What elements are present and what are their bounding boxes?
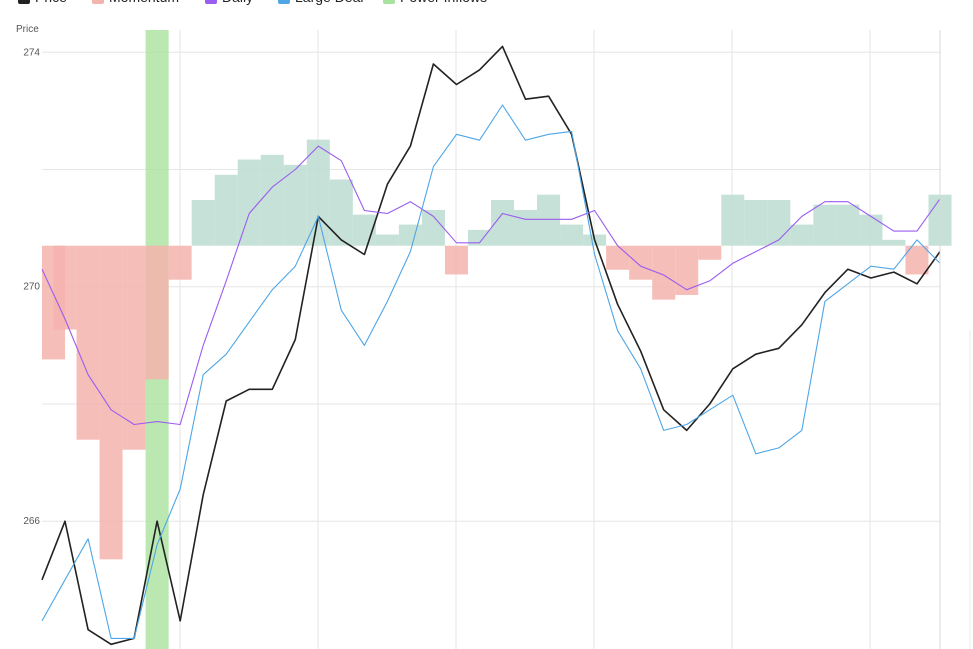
momentum-bar bbox=[145, 245, 169, 380]
momentum-bar bbox=[375, 234, 399, 246]
momentum-bar bbox=[514, 209, 538, 246]
momentum-bar bbox=[652, 245, 676, 300]
marks bbox=[41, 30, 952, 649]
momentum-bar bbox=[882, 239, 906, 246]
momentum-bar bbox=[744, 199, 768, 246]
momentum-bar bbox=[306, 139, 330, 246]
legend-label: Momentum bbox=[109, 0, 179, 5]
momentum-bar bbox=[537, 194, 561, 246]
momentum-bar bbox=[53, 245, 77, 330]
momentum-bar bbox=[467, 229, 491, 246]
momentum-bar bbox=[421, 209, 445, 246]
momentum-bar bbox=[214, 174, 238, 246]
momentum-bar bbox=[698, 245, 722, 260]
momentum-bar bbox=[859, 214, 883, 246]
legend-label: Power Inflows bbox=[400, 0, 487, 5]
legend-swatch bbox=[278, 0, 290, 4]
momentum-bar bbox=[168, 245, 192, 280]
momentum-bar bbox=[675, 245, 699, 295]
series-line bbox=[41, 145, 941, 426]
momentum-bar bbox=[491, 199, 515, 246]
momentum-bar bbox=[99, 245, 123, 560]
grid bbox=[42, 30, 940, 649]
y-tick-label: 274 bbox=[23, 47, 40, 58]
legend-label: Large Deal bbox=[295, 0, 364, 5]
legend-swatch bbox=[383, 0, 395, 4]
momentum-bar bbox=[122, 245, 146, 450]
momentum-bar bbox=[905, 245, 929, 275]
momentum-bar bbox=[76, 245, 100, 440]
momentum-bar bbox=[606, 245, 630, 270]
momentum-bar bbox=[260, 154, 284, 246]
legend: Price Momentum Daily Large Deal Power Inflow… bbox=[18, 0, 487, 5]
momentum-bar bbox=[721, 194, 745, 246]
legend-swatch bbox=[18, 0, 30, 4]
momentum-bar bbox=[560, 224, 584, 246]
momentum-bar bbox=[790, 224, 814, 246]
legend-label: Price bbox=[35, 0, 67, 5]
legend-label: Daily bbox=[222, 0, 253, 5]
y-axis-label: Price bbox=[16, 24, 39, 35]
momentum-bar bbox=[836, 204, 860, 246]
momentum-bar bbox=[329, 179, 353, 246]
legend-swatch bbox=[205, 0, 217, 4]
momentum-bar bbox=[444, 245, 468, 275]
y-tick-label: 270 bbox=[23, 282, 40, 293]
momentum-bar bbox=[283, 164, 307, 246]
momentum-bar bbox=[813, 204, 837, 246]
series-line bbox=[41, 45, 941, 646]
y-tick-label: 266 bbox=[23, 516, 40, 527]
momentum-bar bbox=[191, 199, 215, 246]
series-line bbox=[41, 104, 941, 639]
momentum-bar bbox=[398, 224, 422, 246]
legend-swatch bbox=[92, 0, 104, 4]
axis: 266 270 274 bbox=[23, 47, 40, 527]
momentum-bar bbox=[629, 245, 653, 280]
momentum-bar bbox=[767, 199, 791, 246]
momentum-bar bbox=[237, 159, 261, 246]
